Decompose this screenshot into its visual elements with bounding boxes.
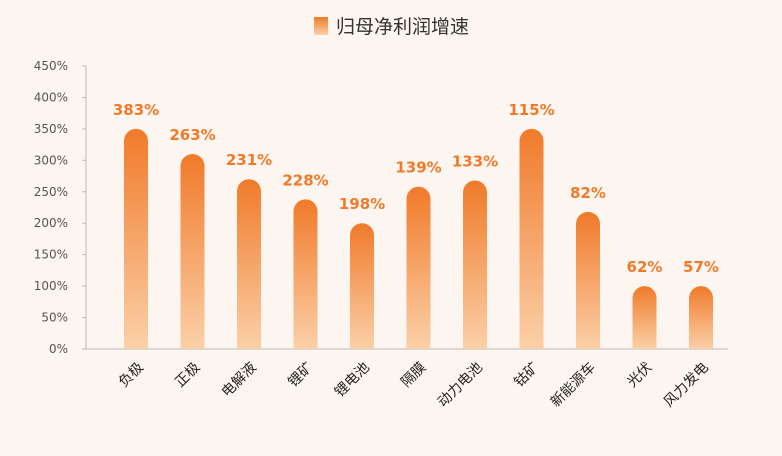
bar [237,179,261,349]
data-label: 57% [683,258,719,276]
y-tick-label: 0% [49,342,68,356]
y-tick-label: 100% [34,279,68,293]
data-label: 198% [339,195,385,213]
x-tick-label: 电解液 [219,360,260,401]
data-label: 62% [627,258,663,276]
bar [350,223,374,349]
x-tick-label: 锂电池 [332,360,373,401]
bar [406,186,431,349]
data-label: 115% [508,101,554,119]
x-tick-label: 风力发电 [661,360,712,411]
data-label: 139% [395,159,441,177]
y-tick-label: 300% [34,153,68,167]
legend-swatch [314,17,328,35]
x-tick-label: 新能源车 [547,359,599,411]
bar [463,180,487,349]
x-tick-label: 锂矿 [285,360,316,391]
data-label: 133% [452,152,498,170]
data-label: 383% [113,101,159,119]
data-label: 82% [570,184,606,202]
y-tick-label: 450% [34,59,68,73]
y-tick-label: 350% [34,122,68,136]
x-tick-label: 隔膜 [398,360,429,391]
bar [124,128,148,349]
bar [689,286,713,349]
bar [519,128,544,349]
x-tick-label: 光伏 [624,360,655,391]
x-axis: 负极 正极 电解液 锂矿 锂电池 隔膜 动力电池 钴矿 新能源车 光伏 风力发电 [116,359,712,411]
bars [124,128,713,349]
x-tick-label: 钴矿 [511,360,542,391]
y-tick-label: 150% [34,248,68,262]
y-tick-label: 50% [41,311,68,325]
data-label: 263% [169,126,215,144]
legend: 归母净利润增速 [314,16,469,38]
bar [632,286,657,349]
data-labels: 383% 263% 231% 228% 198% 139% 133% 115% 82% 62% 57… [113,101,719,276]
legend-label: 归母净利润增速 [336,16,469,38]
y-tick-label: 200% [34,216,68,230]
y-tick-label: 250% [34,185,68,199]
x-tick-label: 负极 [116,360,147,391]
y-axis: 0% 50% 100% 150% 200% 250% 300% 350% 400% 450% [34,59,86,356]
bar [180,154,205,349]
x-tick-label: 动力电池 [435,360,486,411]
data-label: 231% [226,151,272,169]
y-tick-label: 400% [34,90,68,104]
bar [293,199,318,349]
x-tick-label: 正极 [172,360,203,391]
data-label: 228% [282,171,328,189]
bar [576,211,600,349]
